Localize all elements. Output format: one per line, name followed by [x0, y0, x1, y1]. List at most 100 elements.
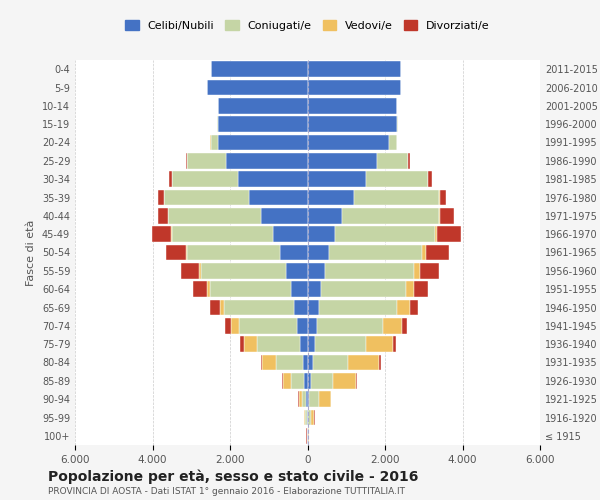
- Bar: [397, 116, 398, 132]
- Bar: [335, 226, 436, 242]
- Bar: [343, 208, 439, 224]
- Bar: [308, 153, 377, 168]
- Bar: [311, 373, 332, 388]
- Bar: [307, 410, 308, 426]
- Bar: [308, 428, 309, 444]
- Bar: [313, 354, 348, 370]
- Bar: [193, 282, 207, 297]
- Bar: [257, 336, 300, 352]
- Text: Popolazione per età, sesso e stato civile - 2016: Popolazione per età, sesso e stato civil…: [48, 470, 418, 484]
- Bar: [356, 373, 357, 388]
- Bar: [436, 226, 437, 242]
- Bar: [302, 392, 307, 407]
- Bar: [276, 354, 303, 370]
- Bar: [406, 282, 414, 297]
- Bar: [308, 190, 354, 206]
- Bar: [158, 190, 164, 206]
- Bar: [224, 300, 294, 316]
- Bar: [308, 318, 317, 334]
- Bar: [210, 282, 291, 297]
- Bar: [308, 354, 313, 370]
- Bar: [389, 134, 397, 150]
- Bar: [310, 392, 319, 407]
- Bar: [286, 263, 308, 278]
- Bar: [181, 263, 199, 278]
- Bar: [218, 116, 308, 132]
- Bar: [218, 98, 308, 114]
- Bar: [439, 208, 440, 224]
- Bar: [308, 244, 329, 260]
- Bar: [168, 208, 261, 224]
- Bar: [308, 410, 311, 426]
- Bar: [403, 318, 407, 334]
- Bar: [207, 282, 210, 297]
- Bar: [308, 282, 321, 297]
- Bar: [291, 282, 308, 297]
- Bar: [261, 208, 308, 224]
- Bar: [303, 354, 308, 370]
- Bar: [308, 300, 319, 316]
- Bar: [241, 336, 244, 352]
- Bar: [199, 263, 201, 278]
- Bar: [315, 336, 365, 352]
- Bar: [226, 153, 308, 168]
- Bar: [217, 116, 218, 132]
- Bar: [172, 172, 238, 187]
- Bar: [211, 134, 218, 150]
- Bar: [428, 172, 432, 187]
- Bar: [332, 373, 356, 388]
- Bar: [294, 300, 308, 316]
- Bar: [319, 300, 397, 316]
- Bar: [305, 410, 307, 426]
- Bar: [308, 172, 365, 187]
- Bar: [308, 263, 325, 278]
- Bar: [272, 226, 308, 242]
- Bar: [164, 190, 250, 206]
- Bar: [308, 336, 315, 352]
- Bar: [308, 98, 397, 114]
- Bar: [262, 354, 276, 370]
- Bar: [325, 263, 414, 278]
- Bar: [409, 153, 410, 168]
- Bar: [439, 190, 440, 206]
- Bar: [308, 373, 311, 388]
- Bar: [225, 318, 231, 334]
- Bar: [311, 410, 314, 426]
- Bar: [420, 263, 439, 278]
- Bar: [244, 336, 257, 352]
- Bar: [220, 300, 224, 316]
- Bar: [307, 392, 308, 407]
- Bar: [425, 244, 449, 260]
- Bar: [299, 392, 302, 407]
- Bar: [308, 134, 389, 150]
- Bar: [218, 134, 308, 150]
- Bar: [250, 190, 308, 206]
- Bar: [211, 62, 308, 77]
- Bar: [158, 208, 167, 224]
- Bar: [210, 300, 220, 316]
- Bar: [207, 80, 308, 96]
- Bar: [280, 244, 308, 260]
- Bar: [365, 172, 428, 187]
- Bar: [410, 300, 418, 316]
- Bar: [383, 318, 403, 334]
- Bar: [296, 318, 308, 334]
- Bar: [414, 282, 428, 297]
- Bar: [308, 62, 401, 77]
- Bar: [377, 153, 408, 168]
- Bar: [169, 172, 172, 187]
- Bar: [171, 226, 172, 242]
- Bar: [291, 373, 304, 388]
- Bar: [308, 392, 310, 407]
- Bar: [440, 190, 446, 206]
- Bar: [172, 226, 272, 242]
- Bar: [321, 282, 406, 297]
- Bar: [308, 116, 397, 132]
- Bar: [319, 392, 331, 407]
- Bar: [201, 263, 286, 278]
- Bar: [422, 244, 425, 260]
- Bar: [187, 153, 226, 168]
- Bar: [152, 226, 171, 242]
- Bar: [393, 336, 396, 352]
- Bar: [348, 354, 379, 370]
